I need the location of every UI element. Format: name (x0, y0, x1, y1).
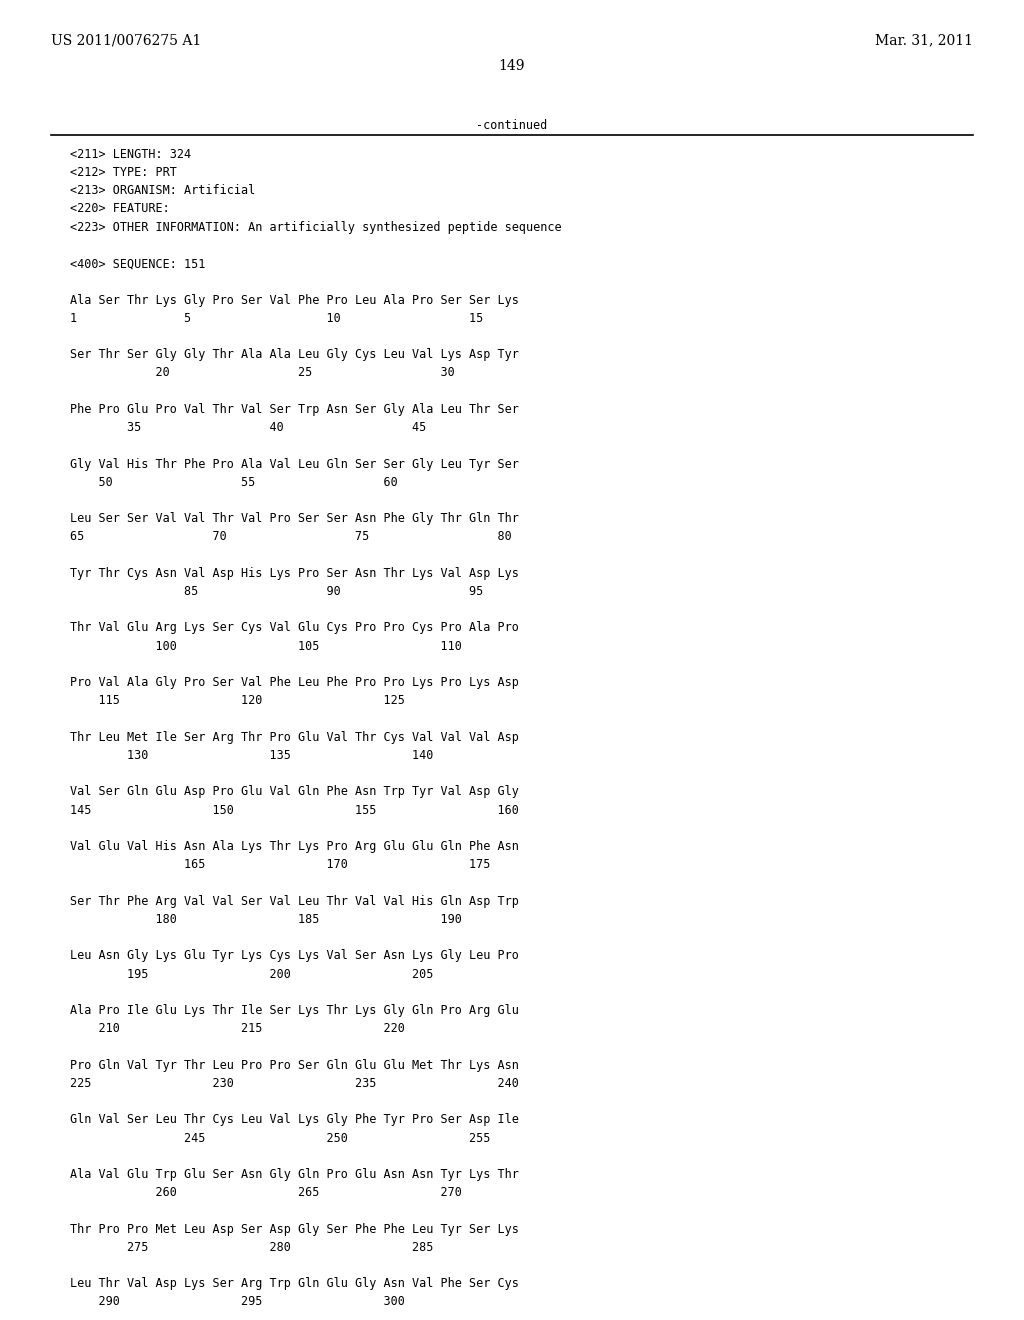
Text: 130                 135                 140: 130 135 140 (70, 748, 433, 762)
Text: Mar. 31, 2011: Mar. 31, 2011 (874, 33, 973, 48)
Text: <220> FEATURE:: <220> FEATURE: (70, 202, 169, 215)
Text: <223> OTHER INFORMATION: An artificially synthesized peptide sequence: <223> OTHER INFORMATION: An artificially… (70, 220, 561, 234)
Text: 225                 230                 235                 240: 225 230 235 240 (70, 1077, 518, 1090)
Text: 149: 149 (499, 59, 525, 74)
Text: 145                 150                 155                 160: 145 150 155 160 (70, 804, 518, 817)
Text: 260                 265                 270: 260 265 270 (70, 1187, 462, 1199)
Text: <400> SEQUENCE: 151: <400> SEQUENCE: 151 (70, 257, 205, 271)
Text: 290                 295                 300: 290 295 300 (70, 1295, 404, 1308)
Text: Ala Pro Ile Glu Lys Thr Ile Ser Lys Thr Lys Gly Gln Pro Arg Glu: Ala Pro Ile Glu Lys Thr Ile Ser Lys Thr … (70, 1005, 518, 1016)
Text: <213> ORGANISM: Artificial: <213> ORGANISM: Artificial (70, 185, 255, 197)
Text: Tyr Thr Cys Asn Val Asp His Lys Pro Ser Asn Thr Lys Val Asp Lys: Tyr Thr Cys Asn Val Asp His Lys Pro Ser … (70, 566, 518, 579)
Text: Val Ser Gln Glu Asp Pro Glu Val Gln Phe Asn Trp Tyr Val Asp Gly: Val Ser Gln Glu Asp Pro Glu Val Gln Phe … (70, 785, 518, 799)
Text: <211> LENGTH: 324: <211> LENGTH: 324 (70, 148, 190, 161)
Text: Pro Gln Val Tyr Thr Leu Pro Pro Ser Gln Glu Glu Met Thr Lys Asn: Pro Gln Val Tyr Thr Leu Pro Pro Ser Gln … (70, 1059, 518, 1072)
Text: Ser Thr Ser Gly Gly Thr Ala Ala Leu Gly Cys Leu Val Lys Asp Tyr: Ser Thr Ser Gly Gly Thr Ala Ala Leu Gly … (70, 348, 518, 362)
Text: 85                  90                  95: 85 90 95 (70, 585, 483, 598)
Text: 245                 250                 255: 245 250 255 (70, 1131, 490, 1144)
Text: US 2011/0076275 A1: US 2011/0076275 A1 (51, 33, 202, 48)
Text: Thr Pro Pro Met Leu Asp Ser Asp Gly Ser Phe Phe Leu Tyr Ser Lys: Thr Pro Pro Met Leu Asp Ser Asp Gly Ser … (70, 1222, 518, 1236)
Text: Thr Val Glu Arg Lys Ser Cys Val Glu Cys Pro Pro Cys Pro Ala Pro: Thr Val Glu Arg Lys Ser Cys Val Glu Cys … (70, 622, 518, 635)
Text: 275                 280                 285: 275 280 285 (70, 1241, 433, 1254)
Text: Leu Thr Val Asp Lys Ser Arg Trp Gln Glu Gly Asn Val Phe Ser Cys: Leu Thr Val Asp Lys Ser Arg Trp Gln Glu … (70, 1278, 518, 1290)
Text: Thr Leu Met Ile Ser Arg Thr Pro Glu Val Thr Cys Val Val Val Asp: Thr Leu Met Ile Ser Arg Thr Pro Glu Val … (70, 731, 518, 743)
Text: Ala Ser Thr Lys Gly Pro Ser Val Phe Pro Leu Ala Pro Ser Ser Lys: Ala Ser Thr Lys Gly Pro Ser Val Phe Pro … (70, 293, 518, 306)
Text: 65                  70                  75                  80: 65 70 75 80 (70, 531, 511, 544)
Text: 195                 200                 205: 195 200 205 (70, 968, 433, 981)
Text: 210                 215                 220: 210 215 220 (70, 1022, 404, 1035)
Text: <212> TYPE: PRT: <212> TYPE: PRT (70, 166, 176, 180)
Text: 100                 105                 110: 100 105 110 (70, 640, 462, 652)
Text: 165                 170                 175: 165 170 175 (70, 858, 490, 871)
Text: 50                  55                  60: 50 55 60 (70, 475, 397, 488)
Text: Leu Asn Gly Lys Glu Tyr Lys Cys Lys Val Ser Asn Lys Gly Leu Pro: Leu Asn Gly Lys Glu Tyr Lys Cys Lys Val … (70, 949, 518, 962)
Text: 20                  25                  30: 20 25 30 (70, 367, 455, 379)
Text: Ala Val Glu Trp Glu Ser Asn Gly Gln Pro Glu Asn Asn Tyr Lys Thr: Ala Val Glu Trp Glu Ser Asn Gly Gln Pro … (70, 1168, 518, 1181)
Text: Gly Val His Thr Phe Pro Ala Val Leu Gln Ser Ser Gly Leu Tyr Ser: Gly Val His Thr Phe Pro Ala Val Leu Gln … (70, 458, 518, 470)
Text: Leu Ser Ser Val Val Thr Val Pro Ser Ser Asn Phe Gly Thr Gln Thr: Leu Ser Ser Val Val Thr Val Pro Ser Ser … (70, 512, 518, 525)
Text: Ser Thr Phe Arg Val Val Ser Val Leu Thr Val Val His Gln Asp Trp: Ser Thr Phe Arg Val Val Ser Val Leu Thr … (70, 895, 518, 908)
Text: 1               5                   10                  15: 1 5 10 15 (70, 312, 483, 325)
Text: Val Glu Val His Asn Ala Lys Thr Lys Pro Arg Glu Glu Gln Phe Asn: Val Glu Val His Asn Ala Lys Thr Lys Pro … (70, 840, 518, 853)
Text: Gln Val Ser Leu Thr Cys Leu Val Lys Gly Phe Tyr Pro Ser Asp Ile: Gln Val Ser Leu Thr Cys Leu Val Lys Gly … (70, 1113, 518, 1126)
Text: -continued: -continued (476, 119, 548, 132)
Text: 35                  40                  45: 35 40 45 (70, 421, 426, 434)
Text: Phe Pro Glu Pro Val Thr Val Ser Trp Asn Ser Gly Ala Leu Thr Ser: Phe Pro Glu Pro Val Thr Val Ser Trp Asn … (70, 403, 518, 416)
Text: 115                 120                 125: 115 120 125 (70, 694, 404, 708)
Text: Pro Val Ala Gly Pro Ser Val Phe Leu Phe Pro Pro Lys Pro Lys Asp: Pro Val Ala Gly Pro Ser Val Phe Leu Phe … (70, 676, 518, 689)
Text: 180                 185                 190: 180 185 190 (70, 913, 462, 925)
